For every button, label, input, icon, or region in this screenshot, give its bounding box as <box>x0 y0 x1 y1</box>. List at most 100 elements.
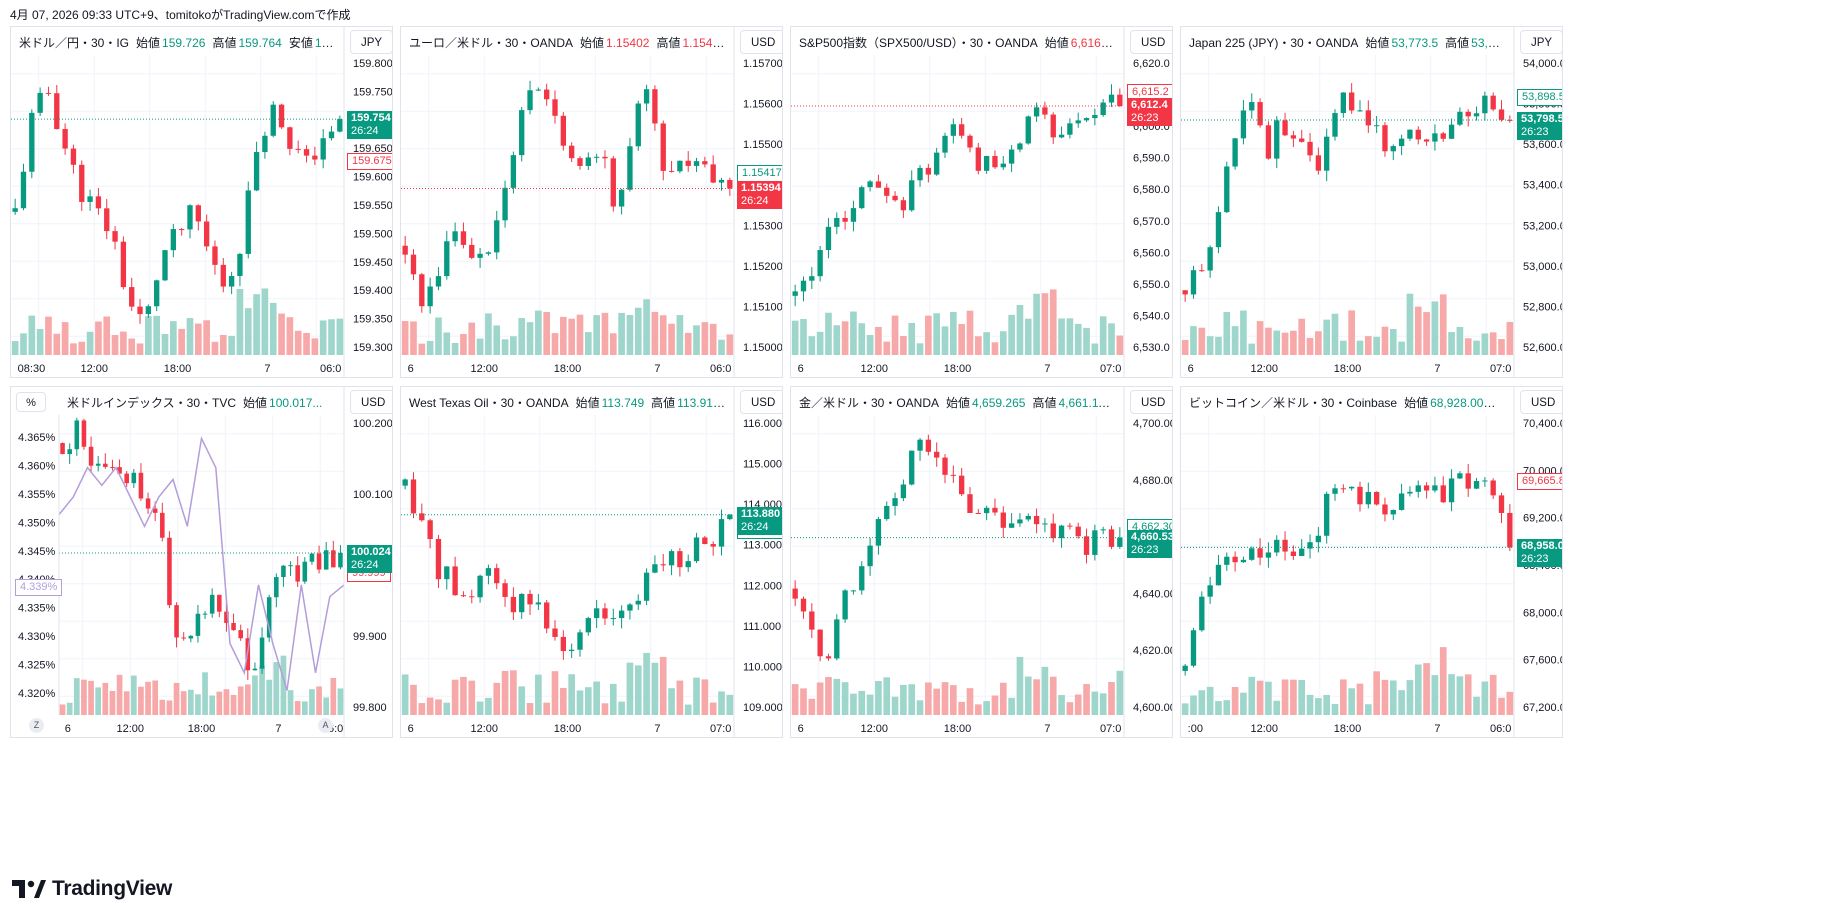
chart-legend[interactable]: ユーロ／米ドル・30・OANDA始値1.15402高値1.15409安値... <box>409 34 726 51</box>
currency-selector[interactable]: JPY <box>1520 30 1562 54</box>
open-value: 53,773.5 <box>1391 36 1439 50</box>
last-price-tag: 1.15394 26:24 <box>737 180 782 209</box>
scale-mode-button-left[interactable]: Z <box>29 718 44 733</box>
volume-bar <box>187 689 194 715</box>
candle-body <box>560 636 567 652</box>
candle-body <box>875 181 882 188</box>
volume-bar <box>1464 338 1472 355</box>
candle-body <box>875 519 882 546</box>
chart-pane[interactable]: 1.157001.156001.155001.154001.153001.152… <box>400 26 783 378</box>
currency-selector[interactable]: USD <box>740 390 782 414</box>
chart-pane[interactable]: 70,400.0070,000.0069,200.0068,400.0068,0… <box>1180 386 1563 738</box>
time-axis: 6 12:00 18:00 7 07:0 <box>408 723 732 735</box>
volume-bar <box>468 680 476 715</box>
volume-bars <box>11 288 344 355</box>
chart-pane[interactable]: 4,700.0004,680.0004,660.0004,640.0004,62… <box>790 386 1173 738</box>
symbol-name[interactable]: Japan 225 (JPY)・30・OANDA <box>1189 36 1359 50</box>
symbol-name[interactable]: ユーロ／米ドル・30・OANDA <box>409 36 574 50</box>
bar-countdown: 26:23 <box>1521 126 1549 139</box>
symbol-name[interactable]: 米ドル／円・30・IG <box>19 36 130 50</box>
chart-legend[interactable]: ビットコイン／米ドル・30・Coinbase始値68,928.00高値... <box>1189 394 1506 411</box>
volume-bar <box>1315 698 1322 715</box>
chart-pane[interactable]: 54,000.053,800.053,600.053,400.053,200.0… <box>1180 26 1563 378</box>
candle-body <box>1265 552 1272 558</box>
symbol-name[interactable]: West Texas Oil・30・OANDA <box>409 396 569 410</box>
candle-body <box>702 161 708 165</box>
volume-bar <box>170 321 177 355</box>
price-axis-label: 110.000 <box>743 661 782 673</box>
candle-body <box>1215 564 1222 586</box>
candle-body <box>295 565 300 582</box>
volume-bar <box>1506 322 1514 355</box>
volume-bar <box>601 703 609 715</box>
symbol-name[interactable]: S&P500指数（SPX500/USD）・30・OANDA <box>799 36 1038 50</box>
candle-body <box>1324 493 1330 536</box>
currency-selector[interactable]: USD <box>1130 30 1172 54</box>
price-axis-label: 1.15200 <box>743 261 783 273</box>
candle-body <box>652 89 658 124</box>
symbol-name[interactable]: 米ドルインデックス・30・TVC <box>67 396 236 410</box>
volume-bar <box>1058 695 1065 715</box>
volume-bar <box>816 682 824 715</box>
currency-selector[interactable]: USD <box>740 30 782 54</box>
candles <box>1182 463 1513 676</box>
currency-selector[interactable]: USD <box>1130 390 1172 414</box>
tradingview-logo[interactable]: TradingView <box>12 876 172 902</box>
chart-pane[interactable]: 6,620.06,610.06,600.06,590.06,580.06,570… <box>790 26 1173 378</box>
symbol-name[interactable]: 金／米ドル・30・OANDA <box>799 396 940 410</box>
chart-legend[interactable]: S&P500指数（SPX500/USD）・30・OANDA始値6,616.0高値… <box>799 34 1116 51</box>
price-axis-label: 52,800.0 <box>1523 301 1563 313</box>
time-axis: 6 12:00 18:00 7 07:0 <box>798 723 1122 735</box>
candle-body <box>1282 539 1288 552</box>
time-axis-label: 18:00 <box>164 363 192 375</box>
volume-bar <box>925 315 932 355</box>
chart-legend[interactable]: West Texas Oil・30・OANDA 始値 113.749 高値 113.91… <box>409 394 726 411</box>
candle-body <box>494 568 500 584</box>
volume-bar <box>1074 694 1082 715</box>
volume-bar <box>576 314 584 355</box>
auto-scale-button[interactable]: A <box>318 718 333 733</box>
candle-body <box>278 104 285 128</box>
volume-bar <box>136 343 144 355</box>
currency-selector[interactable]: USD <box>350 390 392 414</box>
candle-body <box>1365 110 1371 126</box>
volume-bar <box>451 342 459 355</box>
candle-body <box>519 593 525 613</box>
percent-scale-label[interactable]: % <box>16 392 46 412</box>
candle-body <box>124 473 129 484</box>
chart-pane[interactable]: 159.800159.750159.700159.650159.600159.5… <box>10 26 393 378</box>
volume-bar <box>626 662 634 715</box>
candle-body <box>1083 536 1090 555</box>
candle-body <box>1382 504 1388 515</box>
volume-bar <box>1206 686 1214 715</box>
chart-pane[interactable]: 116.000 115.000 114.000 113.000 112.000 111.0… <box>400 386 783 738</box>
volume-bar <box>11 341 19 355</box>
price-axis-label: 100.100 <box>353 489 393 501</box>
chart-legend[interactable]: 金／米ドル・30・OANDA始値4,659.265高値4,661.110安値..… <box>799 394 1116 411</box>
volume-bar <box>1041 666 1049 715</box>
volume-bar <box>1448 674 1455 715</box>
candle-body <box>825 656 832 659</box>
chart-legend[interactable]: Japan 225 (JPY)・30・OANDA 始値 53,773.5 高値 53,8… <box>1189 34 1506 51</box>
currency-selector[interactable]: USD <box>1520 390 1562 414</box>
volume-bar <box>259 665 265 715</box>
chart-legend[interactable]: 米ドル／円・30・IG始値159.726高値159.764安値159.712終値… <box>19 34 336 51</box>
chart-legend[interactable]: 米ドルインデックス・30・TVC 始値 100.017... <box>67 394 336 411</box>
candle-body <box>203 221 210 247</box>
time-axis-label: 12:00 <box>860 723 888 735</box>
volume-bar <box>401 321 409 355</box>
volume-bar <box>311 338 319 355</box>
candle-body <box>410 254 417 275</box>
time-axis-label: 12:00 <box>116 723 144 735</box>
currency-selector[interactable]: JPY <box>350 30 392 54</box>
candle-body <box>635 600 641 605</box>
price-axis-label: 4,600.000 <box>1133 702 1173 714</box>
symbol-name[interactable]: ビットコイン／米ドル・30・Coinbase <box>1189 396 1398 410</box>
volume-bar <box>202 672 208 715</box>
volume-bar <box>618 701 625 715</box>
volume-bar <box>1024 676 1032 715</box>
volume-bar <box>726 334 734 355</box>
volume-bar <box>294 330 302 355</box>
chart-pane[interactable]: 100.200100.100100.00099.90099.8004.365%4… <box>10 386 393 738</box>
volume-bar <box>451 679 459 715</box>
